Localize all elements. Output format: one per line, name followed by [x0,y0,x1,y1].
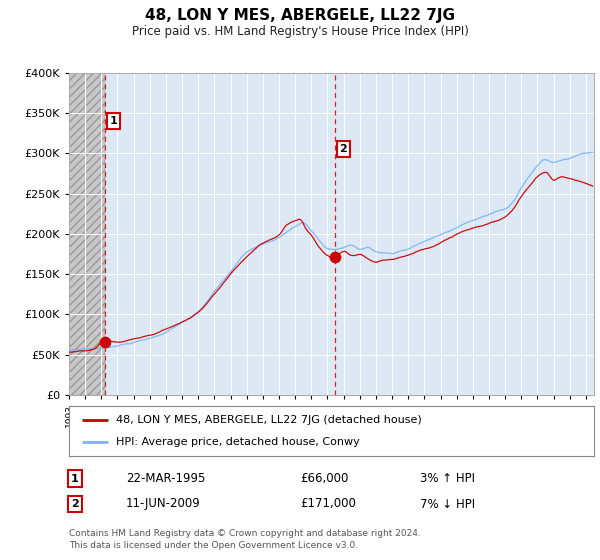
Bar [69,73,105,395]
Text: 7% ↓ HPI: 7% ↓ HPI [420,497,475,511]
Text: 48, LON Y MES, ABERGELE, LL22 7JG: 48, LON Y MES, ABERGELE, LL22 7JG [145,8,455,24]
Text: 48, LON Y MES, ABERGELE, LL22 7JG (detached house): 48, LON Y MES, ABERGELE, LL22 7JG (detac… [116,415,422,425]
Text: 1: 1 [110,116,118,126]
Text: £171,000: £171,000 [300,497,356,511]
Point [330,253,340,262]
Text: Contains HM Land Registry data © Crown copyright and database right 2024.
This d: Contains HM Land Registry data © Crown c… [69,529,421,550]
Text: 2: 2 [340,144,347,154]
Text: 3% ↑ HPI: 3% ↑ HPI [420,472,475,486]
Text: 2: 2 [71,499,79,509]
Text: Price paid vs. HM Land Registry's House Price Index (HPI): Price paid vs. HM Land Registry's House … [131,25,469,38]
Text: 1: 1 [71,474,79,484]
Text: 11-JUN-2009: 11-JUN-2009 [126,497,201,511]
Text: £66,000: £66,000 [300,472,349,486]
Text: HPI: Average price, detached house, Conwy: HPI: Average price, detached house, Conw… [116,437,360,447]
Point [100,337,110,346]
Text: 22-MAR-1995: 22-MAR-1995 [126,472,205,486]
